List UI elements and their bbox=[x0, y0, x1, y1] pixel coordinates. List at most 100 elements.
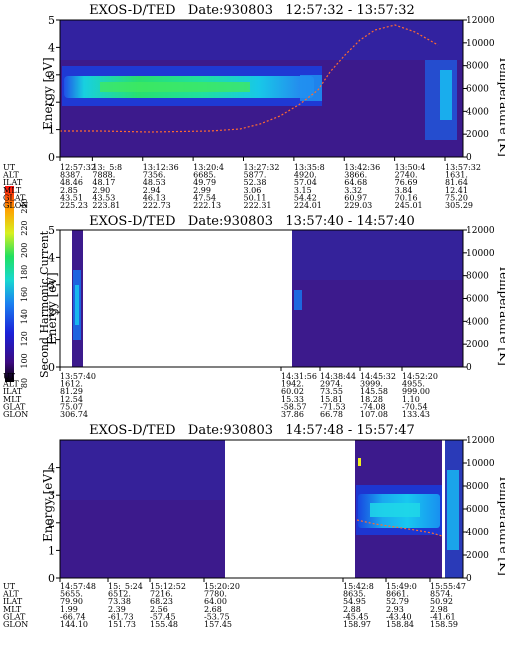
orbit-table-cell: 52.38 bbox=[244, 178, 267, 187]
orbit-table-cell: 54.42 bbox=[294, 193, 317, 202]
orbit-table-cell: 2.85 bbox=[60, 186, 78, 195]
orbit-table-cell: 75.07 bbox=[60, 402, 83, 411]
y-tick-label: 3 bbox=[48, 279, 55, 292]
orbit-table-cell: 43.51 bbox=[60, 193, 83, 202]
orbit-table-cell: -71.53 bbox=[320, 402, 346, 411]
orbit-row-label: GLAT bbox=[3, 402, 26, 411]
orbit-table-cell: 155.48 bbox=[150, 620, 178, 629]
orbit-table-cell: 15:42:8 bbox=[343, 582, 374, 591]
orbit-table-cell: 3.15 bbox=[294, 186, 312, 195]
orbit-table-cell: 76.69 bbox=[395, 178, 418, 187]
orbit-table-cell: -66.74 bbox=[60, 612, 86, 621]
colorbar-tick-label: 180 bbox=[20, 265, 29, 280]
panel-1-ylabel: Energy [eV] bbox=[41, 57, 55, 130]
panel-2-ylabel: Energy [eV] bbox=[45, 272, 59, 345]
colorbar-tick-label: 140 bbox=[20, 309, 29, 324]
orbit-table-cell: 2.98 bbox=[430, 605, 448, 614]
orbit-table-cell: 13:42:36 bbox=[344, 163, 380, 172]
orbit-table-cell: 222.13 bbox=[193, 201, 221, 210]
orbit-table-cell: 158.59 bbox=[430, 620, 458, 629]
colorbar-label: Second Harmonic Current bbox=[38, 230, 51, 378]
orbit-table-cell: 222.31 bbox=[244, 201, 272, 210]
orbit-table-cell: 66.78 bbox=[320, 410, 343, 419]
orbit-table-cell: 64.00 bbox=[204, 597, 227, 606]
orbit-table-cell: 144.10 bbox=[60, 620, 88, 629]
panel-1-orbit-table: UTALTILATMLTGLATGLON12:57:328387.48.462.… bbox=[2, 157, 481, 210]
orbit-table-cell: 46.13 bbox=[143, 193, 166, 202]
colorbar-tick-label: 220 bbox=[20, 220, 29, 235]
orbit-table-cell: 2740. bbox=[395, 171, 418, 180]
orbit-table-cell: 1.10 bbox=[402, 395, 420, 404]
orbit-row-label: GLON bbox=[3, 201, 28, 210]
y2-tick-label: 8000 bbox=[466, 272, 489, 282]
panel-3-gap-strip bbox=[442, 440, 445, 578]
orbit-row-label: ALT bbox=[2, 590, 19, 599]
y2-tick-label: 6000 bbox=[466, 505, 489, 515]
orbit-table-cell: 7888. bbox=[92, 171, 115, 180]
orbit-row-label: GLAT bbox=[3, 612, 26, 621]
orbit-table-cell: 13:27:32 bbox=[244, 163, 280, 172]
orbit-table-cell: 2.93 bbox=[386, 605, 404, 614]
orbit-table-cell: 81.29 bbox=[60, 387, 83, 396]
panel-3-temperature-trace bbox=[356, 519, 443, 537]
orbit-row-label: ALT bbox=[2, 380, 19, 389]
colorbar-tick-label: 120 bbox=[20, 331, 29, 346]
panel-1-temperature-trace bbox=[60, 24, 439, 133]
panel-3-right-strip-core bbox=[447, 470, 459, 550]
orbit-table-cell: 50.92 bbox=[430, 597, 453, 606]
orbit-table-cell: -70.54 bbox=[402, 402, 428, 411]
colorbar-tick-labels: 80 100 120 140 160 180 200 220 240 bbox=[20, 198, 29, 388]
colorbar-tick-label: 240 bbox=[20, 198, 29, 213]
orbit-table-cell: 5655. bbox=[60, 590, 83, 599]
orbit-table-cell: 13:20:4 bbox=[193, 163, 224, 172]
orbit-table-cell: 48.53 bbox=[143, 178, 166, 187]
orbit-table-cell: 223.81 bbox=[92, 201, 120, 210]
y2-tick-label: 10000 bbox=[466, 459, 495, 469]
orbit-table-cell: 14:57:48 bbox=[60, 582, 96, 591]
orbit-table-cell: 14:38:44 bbox=[320, 372, 356, 381]
orbit-table-cell: 15:12:52 bbox=[150, 582, 186, 591]
panel-2-title: EXOS-D/TED Date:930803 13:57:40 - 14:57:… bbox=[89, 214, 415, 229]
panel-1-yticks: 0 1 2 3 4 5 bbox=[48, 14, 60, 164]
orbit-table-cell: 81.64 bbox=[445, 178, 468, 187]
orbit-table-cell: 48.17 bbox=[92, 178, 115, 187]
orbit-table-cell: 43.53 bbox=[92, 193, 115, 202]
y2-tick-label: 2000 bbox=[466, 551, 489, 561]
orbit-table-cell: 15:_5:24 bbox=[108, 582, 143, 591]
colorbar-tick-label: 160 bbox=[20, 287, 29, 302]
orbit-table-cell: 224.01 bbox=[294, 201, 322, 210]
panel-3-band-core bbox=[370, 503, 420, 517]
orbit-table-cell: 12.41 bbox=[445, 186, 468, 195]
panel-2: EXOS-D/TED Date:930803 13:57:40 - 14:57:… bbox=[2, 214, 505, 419]
orbit-table-cell: -43.40 bbox=[386, 612, 412, 621]
y2-tick-label: 12000 bbox=[466, 16, 495, 26]
panel-2-yticks: 0 1 2 3 4 5 bbox=[48, 224, 60, 374]
orbit-table-cell: 52.79 bbox=[386, 597, 409, 606]
y-tick-label: 0 bbox=[48, 151, 55, 164]
panel-2-data-right-upper bbox=[292, 230, 463, 280]
orbit-row-label: GLON bbox=[3, 620, 28, 629]
orbit-table-cell: 60.97 bbox=[344, 193, 367, 202]
orbit-table-cell: 68.23 bbox=[150, 597, 173, 606]
panel-3-ylabel: Energy [eV] bbox=[41, 469, 55, 542]
colorbar-strip bbox=[5, 186, 14, 382]
y-tick-label: 2 bbox=[48, 306, 55, 319]
orbit-table-cell: 2974. bbox=[320, 380, 343, 389]
orbit-table-cell: 999.00 bbox=[402, 387, 430, 396]
orbit-table-cell: 107.08 bbox=[360, 410, 388, 419]
orbit-table-cell: -58.57 bbox=[281, 402, 307, 411]
orbit-row-label: ILAT bbox=[3, 178, 23, 187]
orbit-row-label: MLT bbox=[3, 605, 22, 614]
orbit-table-cell: 13:50:4 bbox=[395, 163, 426, 172]
y2-tick-label: 8000 bbox=[466, 482, 489, 492]
orbit-table-cell: 1.99 bbox=[60, 605, 78, 614]
y2-tick-label: 4000 bbox=[466, 107, 489, 117]
orbit-table-cell: 3.84 bbox=[395, 186, 413, 195]
orbit-table-cell: 75.20 bbox=[445, 193, 468, 202]
orbit-row-label: MLT bbox=[3, 395, 22, 404]
orbit-table-cell: 7356. bbox=[143, 171, 166, 180]
orbit-table-cell: 15:20:20 bbox=[204, 582, 240, 591]
orbit-table-cell: 158.84 bbox=[386, 620, 414, 629]
orbit-table-cell: 145.58 bbox=[360, 387, 388, 396]
